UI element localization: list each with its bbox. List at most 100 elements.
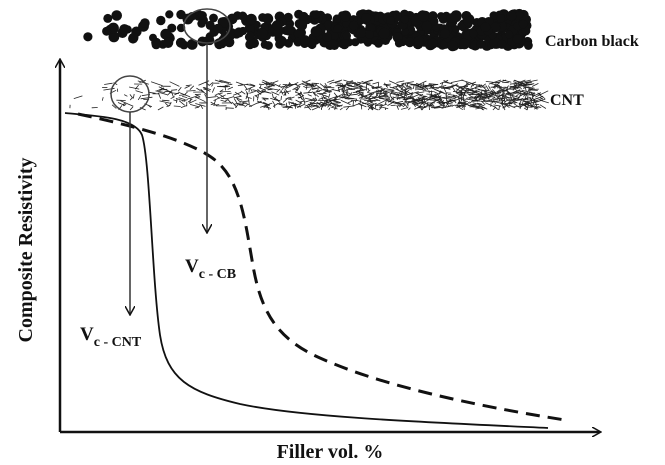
- cnt-tube: [534, 105, 540, 110]
- cnt-tube: [502, 105, 505, 109]
- cnt-tube: [474, 95, 488, 102]
- cnt-tube: [416, 85, 422, 88]
- cnt-tube: [396, 80, 405, 83]
- cnt-tube: [123, 103, 127, 107]
- cnt-tube: [525, 83, 532, 85]
- cb-particle: [463, 16, 474, 27]
- cnt-tube: [369, 92, 375, 97]
- cnt-tube: [419, 106, 424, 111]
- cb-particle: [151, 40, 161, 50]
- cnt-tube: [272, 100, 276, 105]
- cnt-tube: [345, 106, 350, 111]
- cnt-tube: [433, 98, 442, 101]
- cnt-tube: [299, 91, 304, 97]
- cnt-tube: [524, 97, 532, 99]
- cb-particle: [459, 38, 470, 50]
- cnt-tube: [366, 103, 375, 108]
- cnt-tube: [235, 97, 243, 101]
- cnt-tube: [171, 91, 174, 98]
- cnt-tube: [334, 80, 341, 83]
- cnt-tube: [524, 87, 527, 92]
- cnt-tube: [316, 102, 326, 107]
- cnt-tube: [445, 96, 456, 99]
- cnt-tube: [200, 104, 204, 110]
- cnt-tube: [101, 97, 104, 101]
- cnt-tube: [445, 87, 451, 90]
- cnt-tube: [324, 85, 329, 92]
- cnt-tube: [488, 91, 500, 98]
- cb-particle: [140, 18, 150, 28]
- cnt-tube: [488, 79, 502, 85]
- cnt-tube: [428, 90, 430, 94]
- cnt-tube: [249, 90, 257, 94]
- cnt-highlight: [110, 75, 150, 113]
- cnt-tube: [491, 100, 502, 103]
- cnt-tube: [376, 86, 384, 89]
- cnt-tube: [520, 98, 531, 104]
- cnt-tube: [409, 91, 419, 95]
- cnt-tube: [460, 98, 466, 100]
- cnt-tube: [246, 84, 256, 87]
- cnt-tube: [525, 79, 538, 83]
- cnt-tube: [341, 90, 351, 94]
- cnt-tube: [288, 98, 293, 101]
- cnt-tube: [379, 105, 383, 109]
- cnt-tube: [383, 88, 395, 91]
- cnt-tube: [333, 92, 339, 99]
- cnt-tube: [129, 94, 134, 99]
- cnt-tube: [528, 88, 539, 91]
- cnt-tube: [257, 94, 259, 101]
- cnt-tube: [448, 99, 454, 102]
- cnt-tube: [325, 95, 338, 101]
- cnt-tube: [452, 84, 459, 87]
- cnt-tube: [448, 99, 455, 102]
- cnt-tube: [481, 100, 486, 106]
- cnt-tube: [272, 96, 278, 101]
- cnt-tube: [293, 104, 302, 108]
- cnt-tube: [225, 107, 234, 109]
- cnt-tube: [73, 95, 83, 99]
- cnt-tube: [533, 98, 546, 104]
- cnt-tube: [103, 87, 115, 91]
- cb-particle: [327, 39, 338, 49]
- cnt-tube: [357, 81, 363, 84]
- cb-particle: [356, 27, 367, 38]
- cnt-tube: [372, 81, 380, 85]
- cnt-tube: [476, 102, 483, 105]
- cnt-tube: [504, 95, 511, 99]
- vc-cb-main: V: [185, 256, 199, 277]
- cnt-tube: [528, 94, 536, 96]
- cnt-tube: [365, 95, 372, 99]
- cb-particle: [197, 19, 206, 28]
- cnt-tube: [509, 90, 523, 96]
- cb-particle: [205, 20, 215, 30]
- cnt-tube: [271, 93, 274, 98]
- cnt-tube: [314, 97, 318, 101]
- cnt-tube: [467, 90, 478, 94]
- cnt-tube: [418, 97, 424, 99]
- cb-particle: [103, 13, 113, 23]
- cnt-tube: [189, 85, 195, 90]
- cnt-tube: [504, 104, 510, 108]
- cb-particle: [209, 13, 218, 23]
- cnt-tube: [271, 80, 279, 84]
- cnt-tube: [200, 89, 208, 96]
- cnt-tube: [264, 85, 271, 89]
- cnt-tube: [303, 100, 306, 104]
- cnt-tube: [472, 100, 480, 102]
- cb-particle: [512, 34, 523, 44]
- cnt-tube: [246, 91, 248, 98]
- cnt-tube: [447, 102, 453, 105]
- cnt-tube: [166, 104, 171, 108]
- cnt-tube: [392, 84, 405, 88]
- cnt-tube: [412, 103, 419, 107]
- cb-particle: [233, 27, 245, 38]
- cnt-tube: [304, 102, 313, 107]
- cnt-tube: [284, 88, 290, 95]
- cnt-tube: [431, 87, 442, 93]
- cnt-tube: [311, 83, 315, 87]
- vc-cnt-main: V: [80, 324, 94, 345]
- cnt-tube: [179, 92, 191, 98]
- cb-particle: [111, 10, 122, 21]
- cnt-tube: [312, 91, 317, 97]
